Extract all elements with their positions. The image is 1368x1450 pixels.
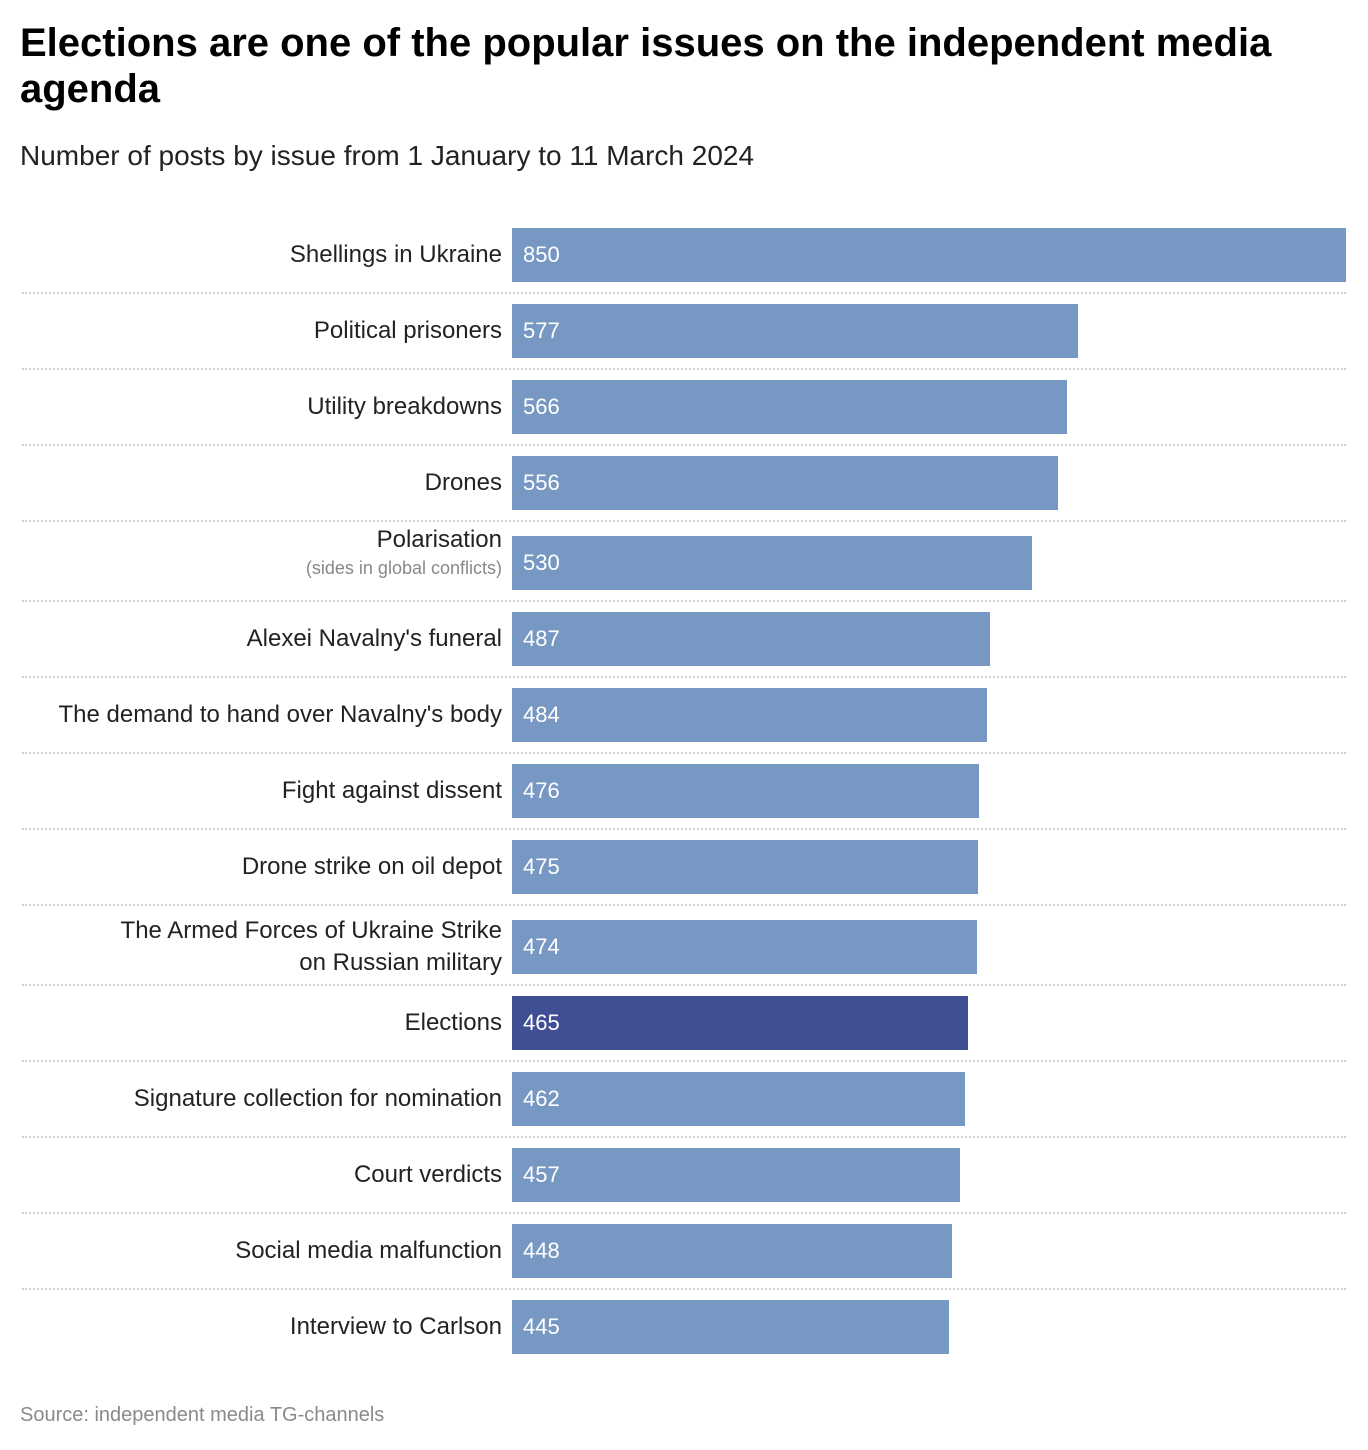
- category-label: Social media malfunction: [235, 1237, 502, 1264]
- category-label-line: The Armed Forces of Ukraine Strike: [120, 917, 502, 944]
- source-note: Source: independent media TG-channels: [20, 1404, 385, 1426]
- row-divider: [22, 520, 1346, 522]
- row-divider: [22, 368, 1346, 370]
- row-divider: [22, 1288, 1346, 1290]
- bar-value-label: 577: [523, 318, 560, 343]
- bar-value-label: 566: [523, 394, 560, 419]
- category-label: The Armed Forces of Ukraine Strike on Rus…: [121, 915, 502, 979]
- bar-value-label: 457: [523, 1162, 560, 1187]
- row-divider: [22, 1212, 1346, 1214]
- category-label-line: on Russian military: [299, 949, 502, 976]
- bar: 445: [512, 1300, 949, 1354]
- bar-value-label: 462: [523, 1086, 560, 1111]
- row-divider: [22, 600, 1346, 602]
- bar: 462: [512, 1072, 965, 1126]
- category-label-main: Polarisation: [376, 526, 502, 553]
- category-label: Drones: [424, 469, 502, 496]
- category-label: Polarisation (sides in global conflicts): [306, 524, 502, 580]
- category-label: Fight against dissent: [281, 777, 502, 804]
- bar: 448: [512, 1224, 952, 1278]
- category-label-note: (sides in global conflicts): [305, 558, 502, 578]
- row-divider: [22, 1136, 1346, 1138]
- bar: 487: [512, 612, 990, 666]
- bar-value-label: 530: [523, 550, 560, 575]
- row-divider: [22, 904, 1346, 906]
- chart-title: Elections are one of the popular issues …: [20, 21, 1272, 111]
- category-label: Signature collection for nomination: [133, 1085, 502, 1112]
- category-label: Political prisoners: [313, 317, 502, 344]
- bar: 566: [512, 380, 1067, 434]
- chart-subtitle: Number of posts by issue from 1 January …: [20, 140, 755, 171]
- row-divider: [22, 1060, 1346, 1062]
- row-divider: [22, 676, 1346, 678]
- category-label: Alexei Navalny's funeral: [246, 625, 502, 652]
- category-label: Utility breakdowns: [307, 393, 502, 420]
- bar: 530: [512, 536, 1032, 590]
- bar: 475: [512, 840, 978, 894]
- bar-value-label: 556: [523, 470, 560, 495]
- category-label: Shellings in Ukraine: [289, 241, 502, 268]
- row-divider: [22, 984, 1346, 986]
- bar-value-label: 448: [523, 1238, 560, 1263]
- category-label: Elections: [404, 1009, 502, 1036]
- bar-value-label: 475: [523, 854, 560, 879]
- category-label: The demand to hand over Navalny's body: [58, 701, 502, 728]
- row-divider: [22, 828, 1346, 830]
- category-label: Interview to Carlson: [289, 1313, 502, 1340]
- bar-value-label: 484: [523, 702, 560, 727]
- bar-value-label: 850: [523, 242, 560, 267]
- bar: 577: [512, 304, 1078, 358]
- bar: 556: [512, 456, 1058, 510]
- bar-value-label: 445: [523, 1314, 560, 1339]
- bar-value-label: 474: [523, 934, 560, 959]
- row-divider: [22, 752, 1346, 754]
- category-label: Court verdicts: [353, 1161, 502, 1188]
- category-label: Drone strike on oil depot: [241, 853, 502, 880]
- bar-value-label: 465: [523, 1010, 560, 1035]
- bar-value-label: 487: [523, 626, 560, 651]
- row-divider: [22, 292, 1346, 294]
- bar: 850: [512, 228, 1346, 282]
- bar: 457: [512, 1148, 960, 1202]
- bar-value-label: 476: [523, 778, 560, 803]
- row-divider: [22, 444, 1346, 446]
- bar: 465: [512, 996, 968, 1050]
- bar: 484: [512, 688, 987, 742]
- bar: 474: [512, 920, 977, 974]
- bar: 476: [512, 764, 979, 818]
